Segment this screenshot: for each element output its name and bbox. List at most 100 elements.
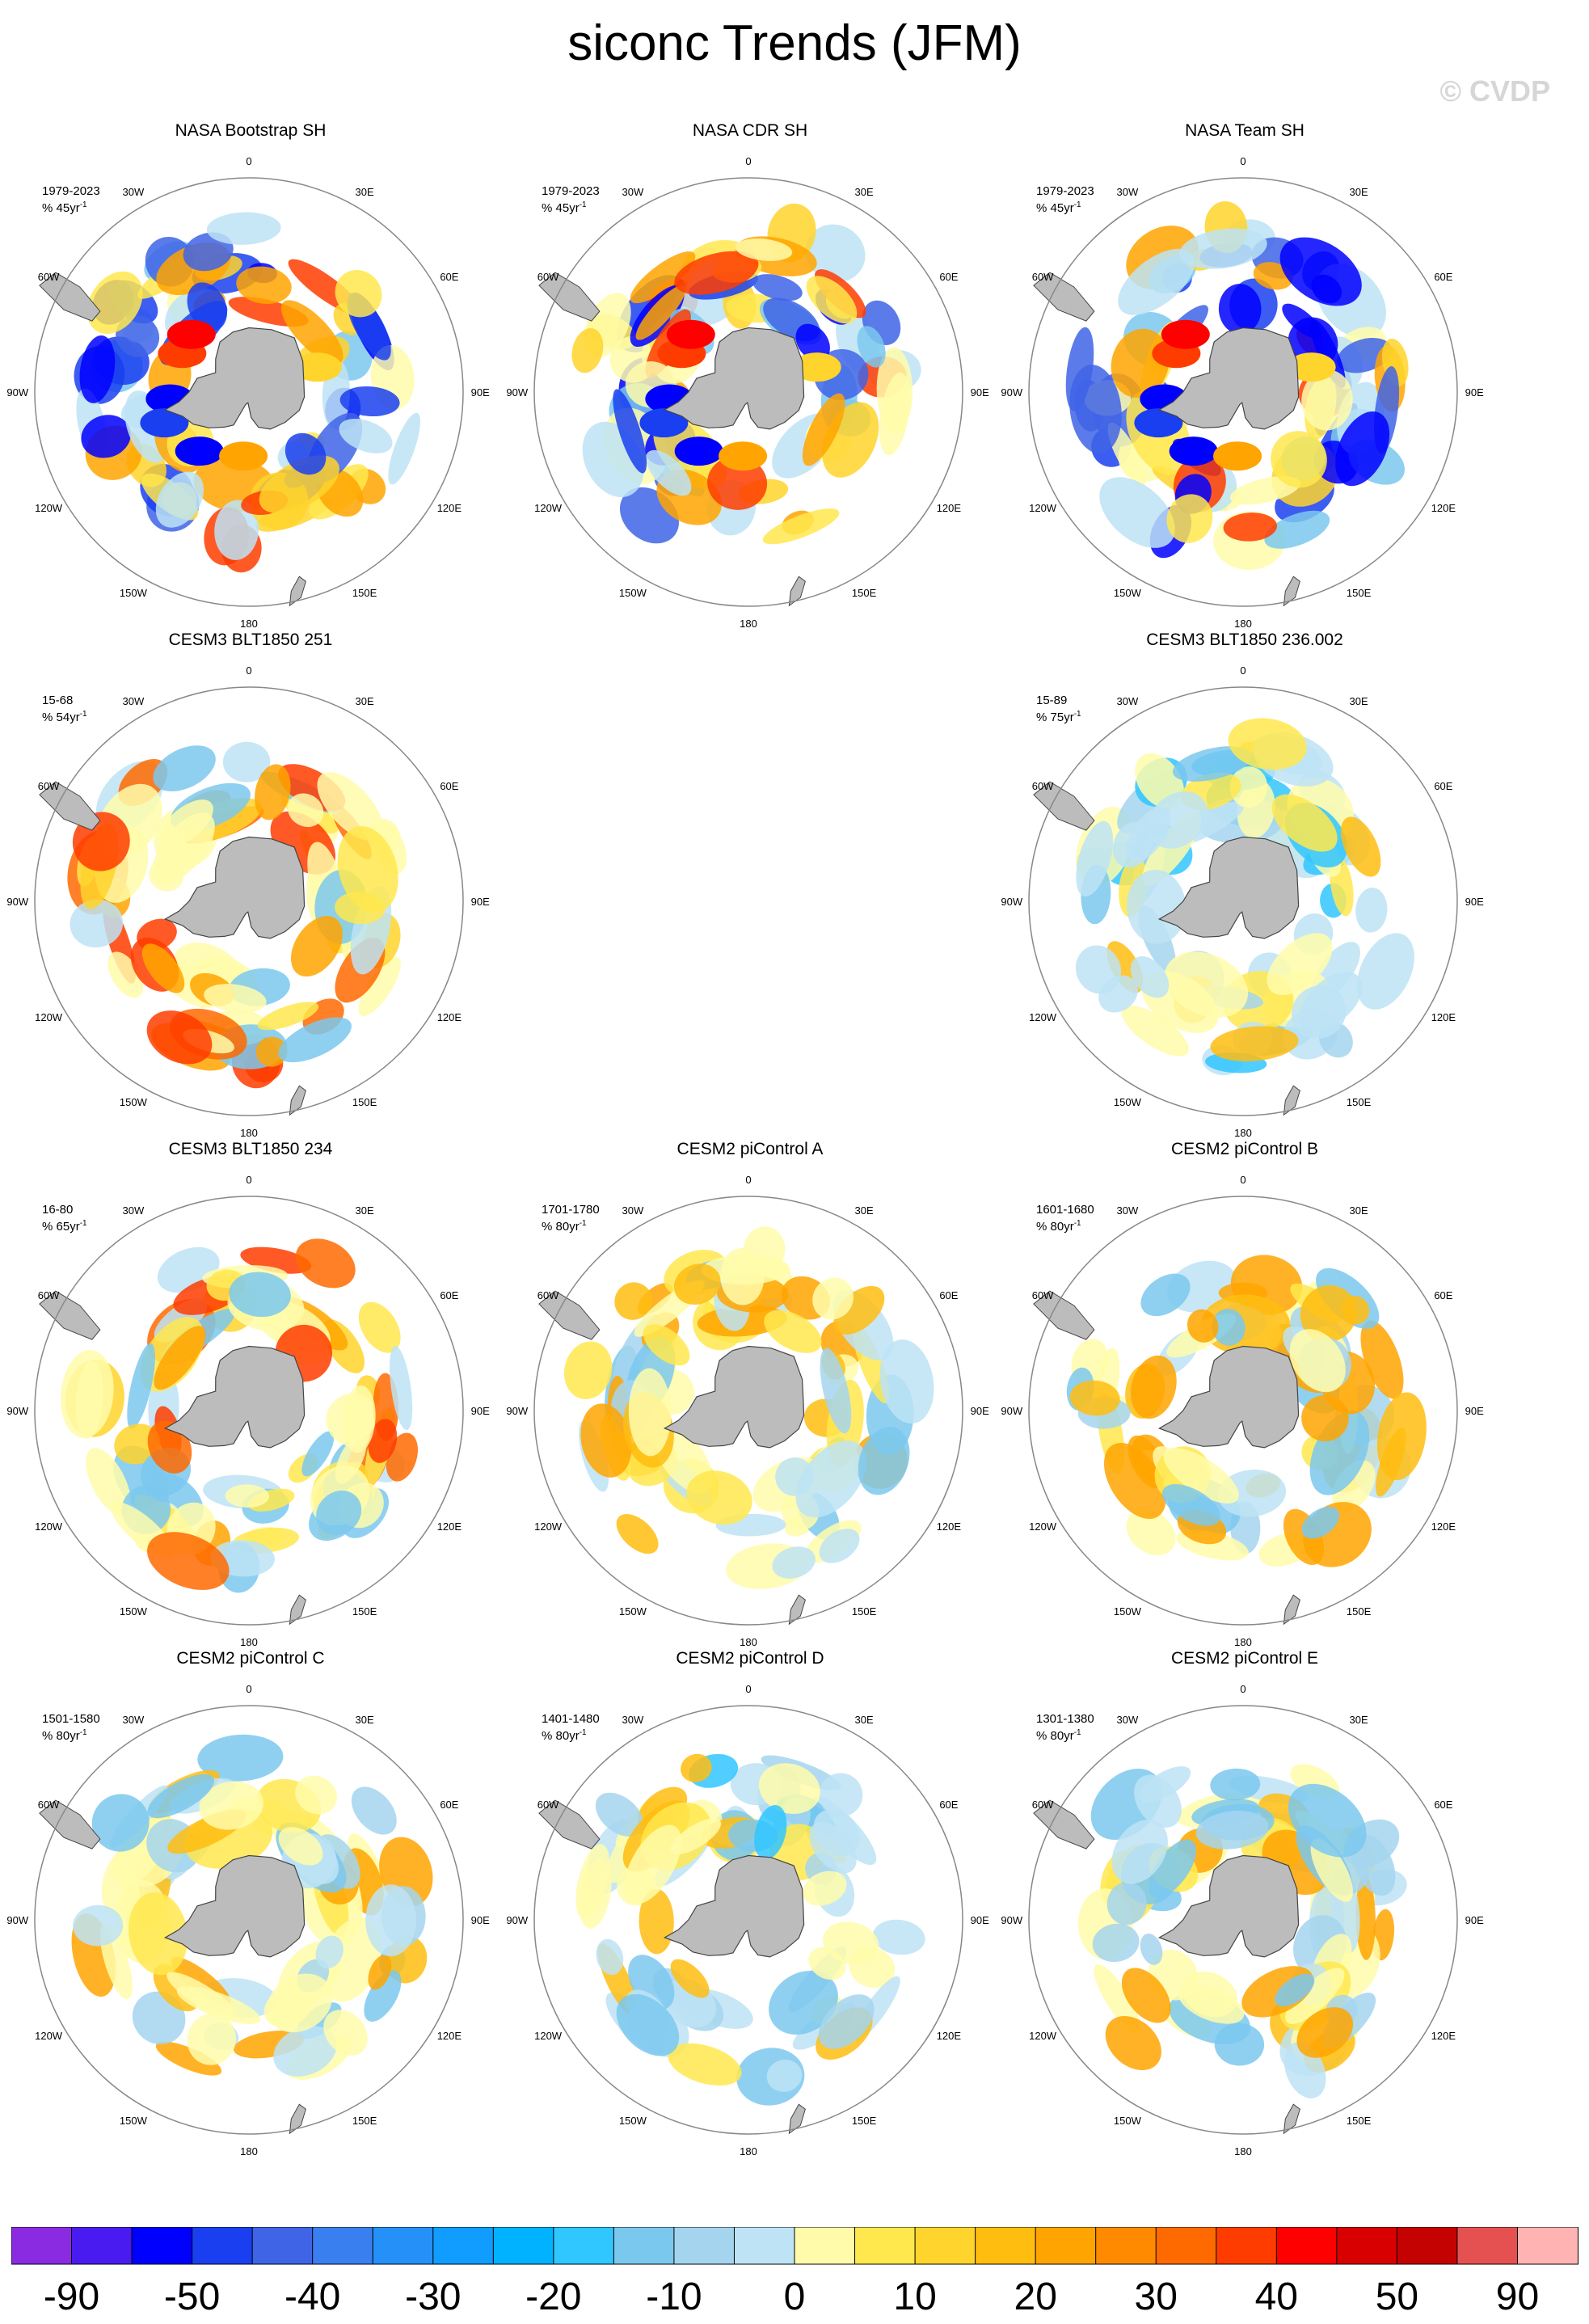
colorbar-swatch [192,2227,254,2265]
longitude-label: 150W [619,1605,647,1618]
units-exponent: -1 [1073,1219,1081,1228]
trend-cell [154,1326,206,1390]
trend-cell [86,271,143,334]
period-label: 1979-2023% 45yr-1 [542,184,600,215]
trend-field [67,741,407,1089]
units-exponent: -1 [579,200,587,209]
trend-cell [1111,1819,1168,1884]
trend-cell [1217,1470,1287,1517]
trend-cell [155,2041,222,2076]
trend-cell [808,1947,846,1980]
polar-map: 0 30E 60E 90E 120E 150E 180 150W 120W 90W 60W 30W [506,155,989,630]
longitude-label: 150W [120,1096,148,1108]
trend-cell [1310,1838,1353,1902]
trend-cell [1210,1026,1299,1061]
colorbar-swatch [1336,2227,1398,2265]
longitude-label: 60W [537,1799,559,1811]
trend-cell [628,1368,672,1457]
units-exponent: -1 [79,1219,87,1228]
trend-cell [267,1973,333,2033]
longitude-label: 90E [1465,896,1484,908]
trend-cell [813,1809,861,1857]
new-zealand-landmass [1283,2103,1300,2135]
period-label: 1501-1580% 80yr-1 [42,1712,100,1743]
longitude-label: 30W [1117,1204,1139,1217]
trend-field [71,1734,433,2080]
longitude-label: 180 [740,618,757,630]
longitude-label: 90W [1001,1914,1022,1926]
trend-cell [187,2013,236,2065]
longitude-label: 30E [1350,186,1368,198]
longitude-label: 120W [35,1521,63,1533]
south-america-landmass [538,1799,601,1849]
colorbar-swatch [1396,2227,1458,2265]
map-panel: NASA Bootstrap SH 0 30E 60E 90E 120E 150E 180 15… [0,121,501,631]
trend-cell [229,1272,291,1318]
polar-map: 0 30E 60E 90E 120E 150E 180 150W 120W 90W 60W 30W [6,664,490,1139]
new-zealand-landmass [289,2103,306,2135]
trend-cell [1360,1320,1404,1399]
units-exponent: -1 [1073,1728,1081,1737]
map-boundary [34,1196,464,1626]
period-label: 15-68% 54yr-1 [42,694,87,724]
colorbar-swatch [914,2227,976,2265]
longitude-label: 60W [1032,1799,1054,1811]
longitude-label: 90W [1001,1405,1022,1417]
colorbar-swatch [553,2227,615,2265]
trend-cell [127,1343,155,1429]
map-boundary [1028,686,1458,1116]
period-years: 1701-1780 [542,1203,600,1217]
colorbar-swatch [251,2227,314,2265]
colorbar-tick-label: 10 [893,2275,936,2316]
period-years: 1979-2023 [542,184,600,198]
trend-cell [1228,718,1307,770]
south-america-landmass [39,1290,101,1340]
trend-cell [1301,369,1353,431]
trend-cell [795,1440,867,1518]
trend-cell [280,300,344,365]
antarctica-landmass [1157,327,1300,430]
longitude-label: 90E [971,1914,989,1926]
trend-cell [872,1919,925,1955]
trend-cell [1134,408,1183,438]
trend-cell [1285,1968,1345,2024]
trend-cell [388,412,420,485]
colorbar-swatch [1216,2227,1278,2265]
trend-cell [812,1277,854,1320]
trend-field [1075,718,1414,1076]
trend-cell [579,1858,612,1929]
longitude-label: 150W [1114,2115,1142,2127]
longitude-label: 0 [745,155,751,167]
longitude-label: 90E [471,1405,490,1417]
longitude-label: 0 [246,155,251,167]
trend-cell [323,2010,368,2056]
longitude-label: 120W [1029,2030,1057,2042]
map-boundary [1028,177,1458,607]
trend-cell [183,232,234,272]
longitude-label: 150W [120,587,148,599]
period-years: 1979-2023 [42,184,100,198]
colorbar-swatch [312,2227,374,2265]
trend-cell [1127,870,1186,944]
longitude-label: 30E [356,186,374,198]
map-panel: CESM3 BLT1850 236.002 0 30E 60E 90E 120E 150E 1… [994,631,1495,1140]
trend-cell [1179,228,1267,269]
longitude-label: 120W [35,2030,63,2042]
longitude-label: 30E [1350,695,1368,707]
trend-cell [351,1786,397,1835]
longitude-label: 0 [745,1174,751,1186]
longitude-label: 60W [1032,1289,1054,1301]
map-panel: CESM2 piControl B 0 30E 60E 90E 120E 150E 180 15… [994,1140,1495,1649]
longitude-label: 180 [240,1636,258,1648]
longitude-label: 60W [38,780,60,792]
trend-units: % 80yr-1 [542,1726,600,1743]
longitude-label: 90W [6,386,28,399]
map-boundary [533,177,963,607]
colorbar-swatch [372,2227,434,2265]
trend-cell [73,1904,124,1947]
south-america-landmass [1033,1799,1095,1849]
trend-cell [389,1345,413,1431]
antarctica-landmass [163,1345,306,1449]
trend-cell [1166,494,1213,543]
units-text: % 80yr [542,1220,580,1234]
